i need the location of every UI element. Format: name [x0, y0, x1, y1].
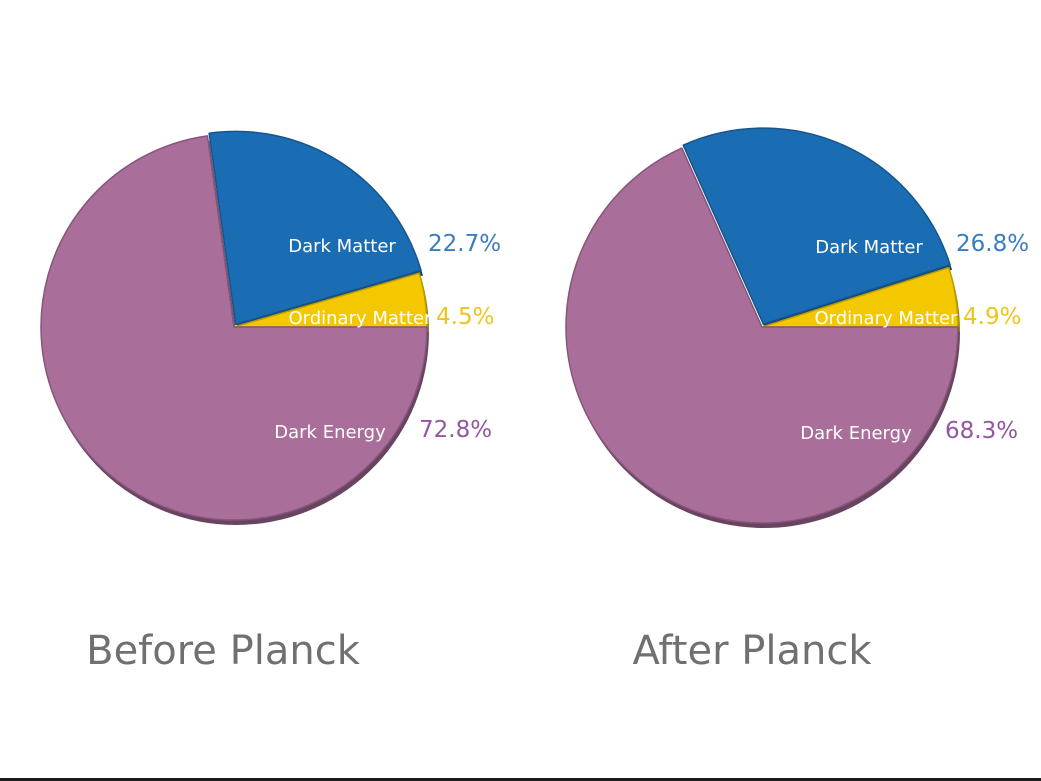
slice-label-dark-energy: Dark Energy	[800, 423, 912, 444]
chart-title-2: After Planck	[632, 628, 872, 674]
pie-chart-2: Ordinary Matter 4.9% Dark Matter 26.8% Dark …	[565, 127, 1029, 674]
pie-slice-dark-matter	[208, 130, 422, 326]
slice-label-ordinary-matter: Ordinary Matter	[288, 308, 432, 329]
slice-label-dark-matter: Dark Matter	[288, 236, 396, 257]
percent-label-dark-energy: 72.8%	[419, 417, 492, 443]
pie-slice-dark-energy	[40, 135, 428, 521]
slice-label-ordinary-matter: Ordinary Matter	[814, 308, 958, 329]
pie-slice-dark-energy	[565, 147, 959, 524]
percent-label-dark-matter: 26.8%	[956, 231, 1029, 257]
bottom-border	[0, 778, 1041, 781]
percent-label-dark-matter: 22.7%	[428, 231, 501, 257]
pie-chart-1: Ordinary Matter 4.5% Dark Matter 22.7% Dark …	[40, 130, 501, 674]
percent-label-dark-energy: 68.3%	[945, 418, 1018, 444]
chart-title-1: Before Planck	[86, 628, 361, 674]
slice-label-dark-energy: Dark Energy	[274, 422, 386, 443]
percent-label-ordinary-matter: 4.5%	[436, 304, 494, 330]
slice-label-dark-matter: Dark Matter	[815, 237, 923, 258]
percent-label-ordinary-matter: 4.9%	[963, 304, 1021, 330]
pie-slice-dark-matter	[682, 127, 951, 325]
